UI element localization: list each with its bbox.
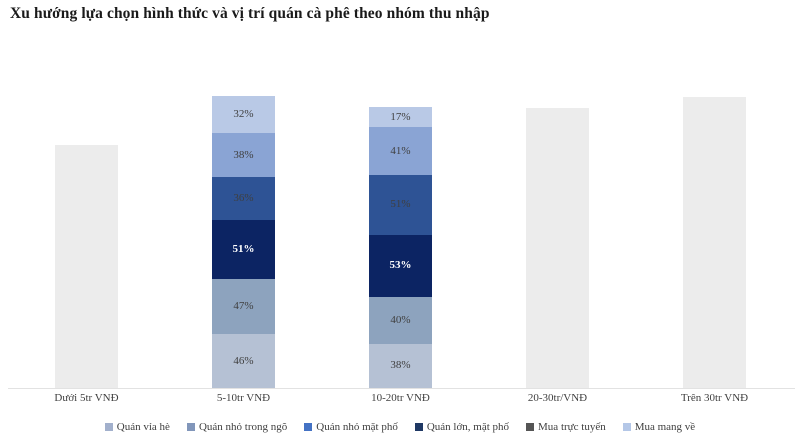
x-axis-label: 5-10tr VNĐ: [216, 392, 271, 404]
segment-value-label: 41%: [390, 144, 411, 157]
bar-segment: 46%: [212, 334, 275, 388]
segment-value-label: 36%: [233, 191, 254, 204]
bar-segment: 47%: [212, 279, 275, 335]
segment-value-label: 38%: [233, 148, 254, 161]
segment-value-label: 51%: [232, 242, 255, 255]
bar-segment: 38%: [212, 132, 275, 178]
legend-swatch-icon: [414, 423, 423, 431]
chart-title: Xu hướng lựa chọn hình thức và vị trí qu…: [10, 5, 490, 22]
bar-4: [526, 108, 589, 388]
bar-segment: 40%: [369, 296, 432, 344]
bar-segment: 51%: [212, 219, 275, 280]
legend-swatch-icon: [304, 423, 313, 431]
legend-item: Quán nhỏ trong ngõ: [186, 421, 288, 433]
x-axis-label: 10-20tr VNĐ: [371, 392, 430, 404]
x-axis-label: Dưới 5tr VNĐ: [54, 392, 119, 404]
legend-swatch-icon: [104, 423, 113, 431]
x-axis-line: [8, 388, 795, 389]
segment-value-label: 40%: [390, 313, 411, 326]
segment-value-label: 38%: [390, 359, 411, 372]
segment-value-label: 17%: [390, 110, 411, 123]
legend-item: Quán lớn, mặt phố: [414, 421, 510, 433]
legend-label: Quán nhỏ trong ngõ: [198, 421, 288, 433]
segment-value-label: 47%: [233, 300, 254, 313]
legend-swatch-icon: [526, 423, 535, 431]
legend-item: Quán nhỏ mặt phố: [304, 421, 398, 433]
bar-segment: 32%: [212, 95, 275, 133]
legend-label: Quán nhỏ mặt phố: [316, 421, 398, 433]
segment-value-label: 32%: [233, 107, 254, 120]
legend-swatch-icon: [186, 423, 195, 431]
x-axis-label: 20-30tr/VNĐ: [527, 392, 588, 404]
bar-2: 46% 47% 51% 36% 38% 32%: [212, 95, 275, 388]
bar-1: [55, 145, 118, 388]
bar-segment: 36%: [212, 177, 275, 220]
segment-value-label: 46%: [233, 354, 254, 367]
bar-segment: 51%: [369, 175, 432, 235]
bar-segment: 17%: [369, 107, 432, 128]
legend-label: Mua mang về: [634, 421, 696, 433]
bar-5: [683, 97, 746, 388]
bar-segment: 41%: [369, 127, 432, 176]
bar-segment: 38%: [369, 343, 432, 388]
legend-swatch-icon: [622, 423, 631, 431]
segment-value-label: 53%: [389, 259, 412, 272]
legend-label: Mua trực tuyến: [538, 421, 606, 433]
legend-item: Mua mang về: [622, 421, 696, 433]
legend-item: Mua trực tuyến: [526, 421, 606, 433]
x-axis-label: Trên 30tr VNĐ: [680, 392, 749, 404]
legend-label: Quán lớn, mặt phố: [426, 421, 510, 433]
segment-value-label: 51%: [390, 198, 411, 211]
legend-item: Quán vỉa hè: [104, 421, 170, 433]
bar-segment: 53%: [369, 234, 432, 297]
legend-label: Quán vỉa hè: [116, 421, 170, 433]
legend: Quán vỉa hè Quán nhỏ trong ngõ Quán nhỏ mặ…: [0, 421, 800, 433]
bar-3: 38% 40% 53% 51% 41% 17%: [369, 107, 432, 388]
